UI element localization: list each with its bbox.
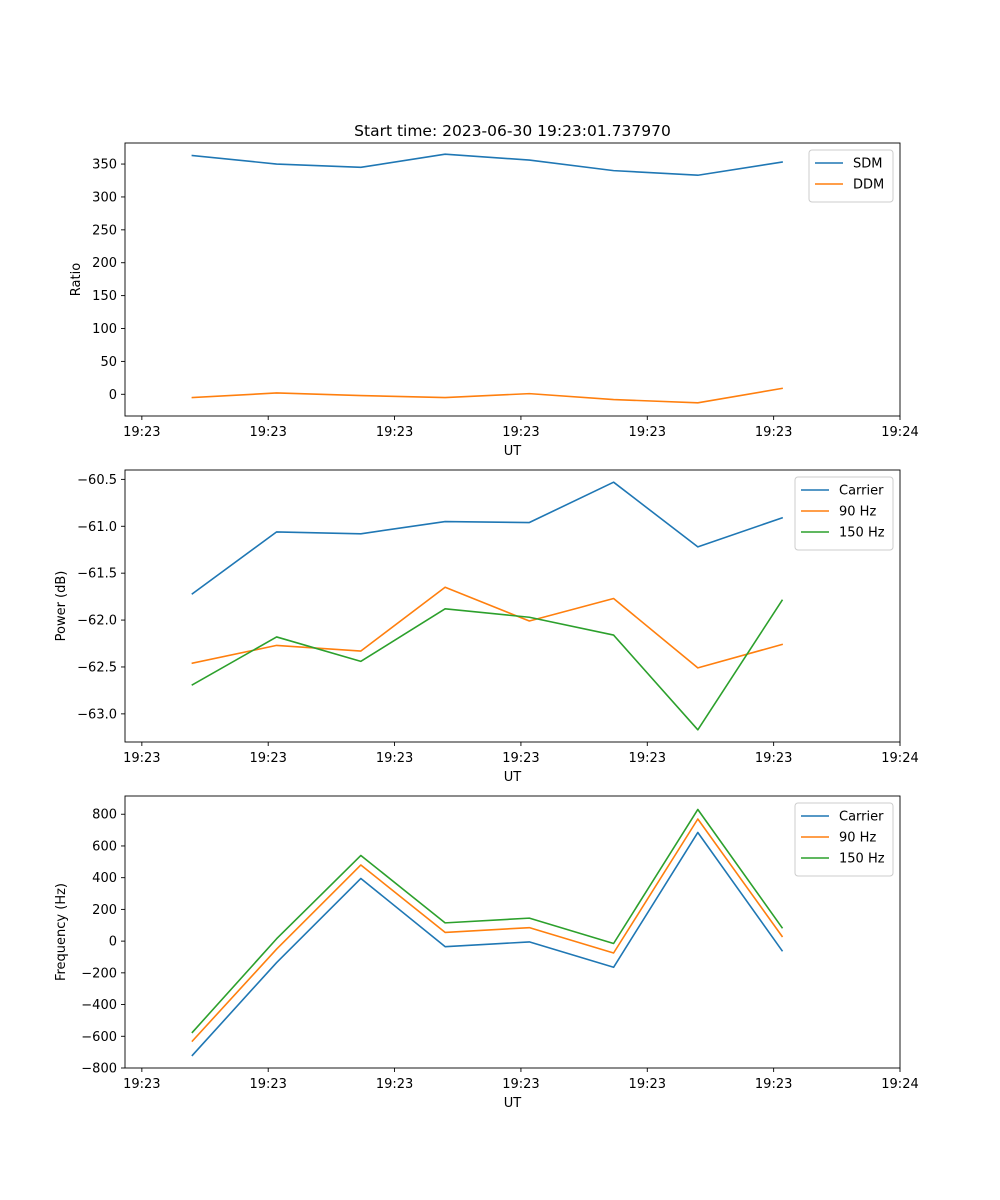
ratio-xtick-label: 19:23 — [502, 425, 539, 440]
frequency-axes-frame — [124, 795, 901, 1069]
power-legend: Carrier 90 Hz 150 Hz — [794, 476, 894, 551]
frequency-xtick-label: 19:23 — [755, 1077, 792, 1092]
frequency-xtick-label: 19:23 — [123, 1077, 160, 1092]
power-xtick-label: 19:23 — [502, 751, 539, 766]
power-yaxis-label: Power (dB) — [54, 571, 69, 642]
power-series-90-hz-line — [191, 586, 784, 669]
panel-power: 19:23 19:23 19:23 19:23 19:23 19:23 19:24 −63.0… — [54, 469, 919, 785]
power-ytick-label: −61.0 — [77, 520, 117, 535]
panel-ratio: 19:23 19:23 19:23 19:23 19:23 19:23 19:24 0 50 10… — [69, 142, 919, 459]
frequency-ytick-label: −400 — [81, 998, 117, 1013]
ratio-ytick-label: 100 — [92, 322, 117, 337]
power-ytick-label: −62.5 — [77, 660, 117, 675]
frequency-series-150-hz-line — [191, 808, 784, 1034]
power-ytick-label: −63.0 — [77, 707, 117, 722]
frequency-legend-label-150-hz: 150 Hz — [839, 852, 885, 867]
ratio-ytick-label: 150 — [92, 289, 117, 304]
frequency-xtick-label: 19:23 — [629, 1077, 666, 1092]
frequency-yaxis-label: Frequency (Hz) — [54, 883, 69, 981]
power-xtick-label: 19:23 — [629, 751, 666, 766]
frequency-xtick-label: 19:23 — [249, 1077, 286, 1092]
power-xtick-label: 19:23 — [376, 751, 413, 766]
ratio-yaxis-label: Ratio — [69, 263, 84, 296]
power-xtick-label: 19:23 — [123, 751, 160, 766]
frequency-xtick-label: 19:23 — [376, 1077, 413, 1092]
power-ytick-label: −61.5 — [77, 567, 117, 582]
power-series-150-hz-line — [191, 599, 784, 731]
power-xtick-label: 19:23 — [755, 751, 792, 766]
power-legend-label-carrier: Carrier — [839, 484, 884, 499]
frequency-ytick-label: 0 — [109, 935, 117, 950]
ratio-ytick-label: 50 — [100, 355, 117, 370]
power-xtick-label: 19:23 — [249, 751, 286, 766]
frequency-legend-label-carrier: Carrier — [839, 810, 884, 825]
ratio-series-ddm-line — [191, 387, 783, 404]
ratio-ytick-label: 200 — [92, 256, 117, 271]
power-xaxis-label: UT — [504, 770, 522, 785]
ratio-ytick-label: 300 — [92, 190, 117, 205]
ratio-xtick-label: 19:23 — [123, 425, 160, 440]
ratio-xtick-label: 19:23 — [629, 425, 666, 440]
frequency-ytick-label: 600 — [92, 839, 117, 854]
power-axes-frame — [124, 469, 901, 743]
ratio-axes-frame — [124, 142, 901, 417]
ratio-ytick-label: 350 — [92, 158, 117, 173]
ratio-xtick-label: 19:24 — [881, 425, 918, 440]
ratio-series-sdm-line — [191, 153, 783, 177]
power-ytick-label: −60.5 — [77, 473, 117, 488]
frequency-legend: Carrier 90 Hz 150 Hz — [794, 802, 894, 877]
ratio-ytick-label: 250 — [92, 223, 117, 238]
frequency-series-carrier-line — [191, 831, 784, 1057]
frequency-legend-label-90-hz: 90 Hz — [839, 831, 876, 846]
power-legend-label-150-hz: 150 Hz — [839, 526, 885, 541]
power-ytick-label: −62.0 — [77, 614, 117, 629]
frequency-series-90-hz-line — [191, 818, 784, 1043]
ratio-legend-label-ddm: DDM — [853, 178, 884, 193]
ratio-legend-label-sdm: SDM — [853, 157, 882, 172]
frequency-ytick-label: −800 — [81, 1062, 117, 1077]
frequency-xtick-label: 19:24 — [881, 1077, 918, 1092]
frequency-ytick-label: 800 — [92, 808, 117, 823]
ratio-ytick-label: 0 — [109, 388, 117, 403]
power-legend-label-90-hz: 90 Hz — [839, 505, 876, 520]
ratio-xtick-label: 19:23 — [376, 425, 413, 440]
frequency-xaxis-label: UT — [504, 1096, 522, 1111]
frequency-ytick-label: 400 — [92, 871, 117, 886]
frequency-ytick-label: −600 — [81, 1030, 117, 1045]
frequency-ytick-label: −200 — [81, 966, 117, 981]
power-xtick-label: 19:24 — [881, 751, 918, 766]
ratio-xaxis-label: UT — [504, 444, 522, 459]
ratio-xtick-label: 19:23 — [249, 425, 286, 440]
panel-frequency: 19:23 19:23 19:23 19:23 19:23 19:23 19:24 −800 −… — [54, 795, 919, 1111]
ratio-legend: SDM DDM — [808, 149, 894, 203]
ratio-xtick-label: 19:23 — [755, 425, 792, 440]
frequency-ytick-label: 200 — [92, 903, 117, 918]
figure-title: Start time: 2023-06-30 19:23:01.737970 — [354, 122, 671, 140]
power-series-carrier-line — [191, 481, 784, 595]
frequency-xtick-label: 19:23 — [502, 1077, 539, 1092]
